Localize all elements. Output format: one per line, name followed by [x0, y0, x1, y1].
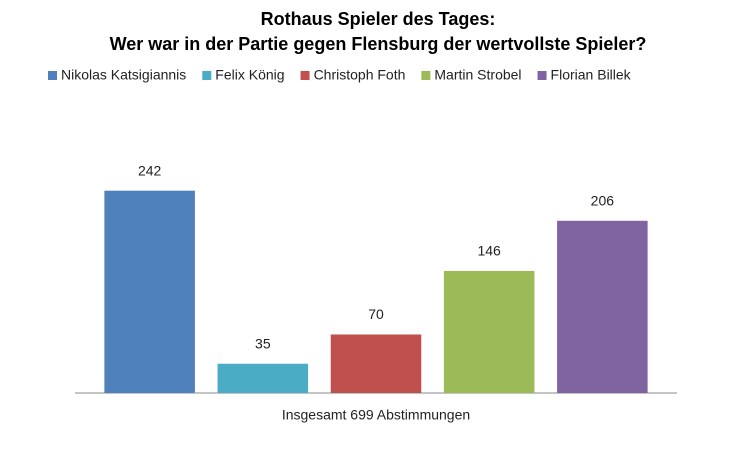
chart-subtitle: Wer war in der Partie gegen Flensburg de… [110, 34, 647, 54]
data-label: 35 [255, 335, 271, 351]
legend-label: Martin Strobel [434, 67, 521, 83]
data-label: 242 [138, 162, 162, 178]
legend-label: Nikolas Katsigiannis [61, 67, 186, 83]
bar [557, 220, 648, 393]
legend-swatch [48, 71, 57, 80]
legend-label: Christoph Foth [314, 67, 406, 83]
bar [104, 190, 195, 393]
bar [217, 363, 309, 393]
legend-swatch [300, 71, 310, 80]
bar [443, 270, 535, 393]
legend-label: Florian Billek [551, 67, 632, 83]
data-label: 206 [591, 192, 615, 208]
legend-label: Felix König [215, 67, 284, 83]
legend-swatch [537, 71, 547, 80]
legend-swatch [421, 71, 431, 80]
data-label: 146 [477, 243, 501, 259]
x-tick-label: Insgesamt 699 Abstimmungen [282, 407, 470, 423]
legend-swatch [202, 71, 212, 80]
bar [330, 334, 422, 393]
data-label: 70 [368, 306, 384, 322]
chart-title: Rothaus Spieler des Tages: [261, 9, 496, 29]
